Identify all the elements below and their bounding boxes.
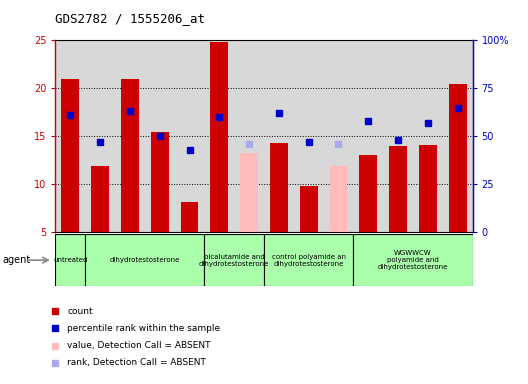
Bar — [329, 166, 347, 232]
Bar — [121, 79, 139, 232]
Bar — [360, 155, 377, 232]
Bar — [61, 79, 79, 232]
Text: bicalutamide and
dihydrotestosterone: bicalutamide and dihydrotestosterone — [199, 254, 269, 266]
Text: WGWWCW
polyamide and
dihydrotestosterone: WGWWCW polyamide and dihydrotestosterone — [378, 250, 448, 270]
Bar — [419, 145, 437, 232]
Bar — [181, 202, 199, 232]
Text: value, Detection Call = ABSENT: value, Detection Call = ABSENT — [67, 341, 211, 350]
Bar — [210, 42, 228, 232]
Bar — [300, 186, 318, 232]
Text: GDS2782 / 1555206_at: GDS2782 / 1555206_at — [55, 12, 205, 25]
Text: count: count — [67, 306, 93, 316]
Bar — [85, 234, 204, 286]
Text: agent: agent — [3, 255, 31, 265]
Bar — [270, 143, 288, 232]
Bar — [151, 132, 168, 232]
Text: untreated: untreated — [53, 257, 88, 263]
Bar — [264, 234, 353, 286]
Bar — [91, 166, 109, 232]
Bar — [389, 146, 407, 232]
Text: control polyamide an
dihydrotestosterone: control polyamide an dihydrotestosterone — [272, 254, 346, 266]
Bar — [240, 152, 258, 232]
Bar — [55, 234, 85, 286]
Text: dihydrotestosterone: dihydrotestosterone — [110, 257, 180, 263]
Bar — [204, 234, 264, 286]
Text: percentile rank within the sample: percentile rank within the sample — [67, 324, 220, 333]
Bar — [449, 84, 467, 232]
Bar — [353, 234, 473, 286]
Text: rank, Detection Call = ABSENT: rank, Detection Call = ABSENT — [67, 358, 206, 367]
